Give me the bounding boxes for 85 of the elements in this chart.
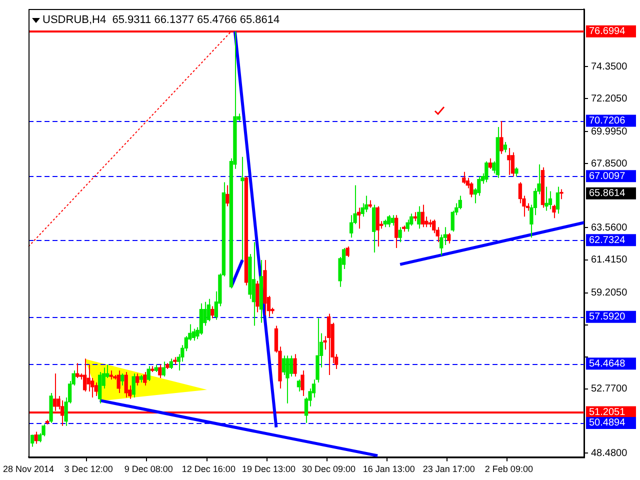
ref-line-label: 54.4648 (589, 358, 626, 370)
candlestick (390, 214, 394, 226)
candlestick (136, 373, 140, 386)
candlestick (192, 328, 196, 342)
ref-line-label: 70.7206 (589, 115, 626, 126)
candlestick (146, 366, 150, 382)
candlestick (417, 206, 421, 230)
candlestick (510, 152, 515, 177)
candlestick (252, 242, 256, 326)
candlestick (282, 355, 286, 376)
candlestick (349, 214, 354, 238)
candlestick (82, 358, 87, 392)
ref-line-label: 67.0097 (589, 170, 626, 182)
candlestick (116, 370, 120, 394)
x-tick-label: 28 Nov 2014 (2, 464, 54, 474)
candlestick (158, 364, 162, 379)
candlestick (432, 219, 436, 234)
x-tick-label: 12 Dec 16:00 (182, 464, 236, 474)
candlestick (470, 182, 474, 198)
x-tick-label: 30 Dec 09:00 (302, 464, 356, 474)
candlestick (387, 214, 391, 228)
candlestick (206, 298, 211, 322)
candlestick (488, 158, 492, 170)
candlestick (289, 355, 294, 378)
ref-line-label: 51.2051 (589, 407, 626, 418)
ref-line-label: 57.5920 (589, 312, 626, 323)
x-tick-label: 9 Dec 08:00 (124, 464, 173, 474)
candlestick (75, 362, 80, 379)
candlestick (544, 186, 548, 212)
candlestick (143, 372, 147, 386)
candlestick (293, 354, 297, 378)
candlestick (424, 216, 428, 228)
y-tick-label: 72.2050 (591, 93, 628, 104)
candlestick (300, 370, 304, 396)
ref-line-label: 62.7324 (589, 234, 626, 246)
candlestick (120, 373, 124, 386)
y-tick-label: 59.2050 (591, 288, 628, 299)
x-tick-label: 16 Jan 13:00 (362, 464, 415, 474)
candlestick (34, 431, 38, 444)
candlestick (548, 190, 552, 210)
candlestick (132, 373, 136, 398)
candlestick (240, 156, 244, 260)
candlestick (364, 195, 368, 213)
text: USDRUB,H4 65.9311 66.1377 65.4766 65.8614 (42, 14, 280, 26)
ref-line-label: 76.6994 (589, 26, 626, 38)
x-tick-label: 23 Jan 17:00 (422, 464, 475, 474)
y-tick-label: 69.9950 (591, 126, 628, 138)
text: 65.8614 (589, 188, 626, 200)
y-tick-label: 48.4800 (591, 448, 628, 459)
candlestick (552, 204, 556, 219)
x-tick-label: 19 Dec 13:00 (242, 464, 296, 474)
candlestick (256, 280, 260, 313)
ref-line-label: 50.4894 (589, 418, 626, 429)
y-tick-label: 52.7700 (591, 384, 628, 395)
candlestick (296, 379, 301, 392)
candlestick (420, 204, 424, 228)
candlestick (447, 232, 451, 244)
candlestick (518, 182, 522, 204)
candlestick (286, 355, 290, 404)
y-tick-label: 74.3500 (591, 61, 628, 72)
candlestick (376, 206, 380, 248)
candlestick (394, 214, 398, 249)
x-tick-label: 2 Feb 09:00 (484, 464, 533, 474)
y-tick-label: 67.8500 (591, 158, 628, 170)
candlestick (162, 361, 166, 378)
candlestick (507, 147, 511, 176)
candlestick (398, 226, 402, 243)
candlestick (94, 382, 98, 396)
candlestick (326, 313, 331, 376)
candlestick (556, 186, 560, 214)
candlestick (226, 184, 230, 207)
candlestick (503, 141, 508, 153)
candlestick (440, 234, 444, 256)
candlestick (500, 120, 504, 154)
candlestick (210, 306, 214, 319)
candlestick (484, 160, 488, 183)
y-tick-label: 61.4150 (591, 254, 628, 266)
candlestick (462, 171, 466, 184)
candlestick (346, 246, 350, 258)
x-tick-label: 3 Dec 12:00 (64, 464, 113, 474)
candlestick (124, 372, 128, 398)
candlestick (356, 207, 361, 230)
candlestick (169, 358, 173, 370)
candlestick (560, 188, 564, 200)
y-tick-label: 63.5600 (591, 222, 628, 234)
